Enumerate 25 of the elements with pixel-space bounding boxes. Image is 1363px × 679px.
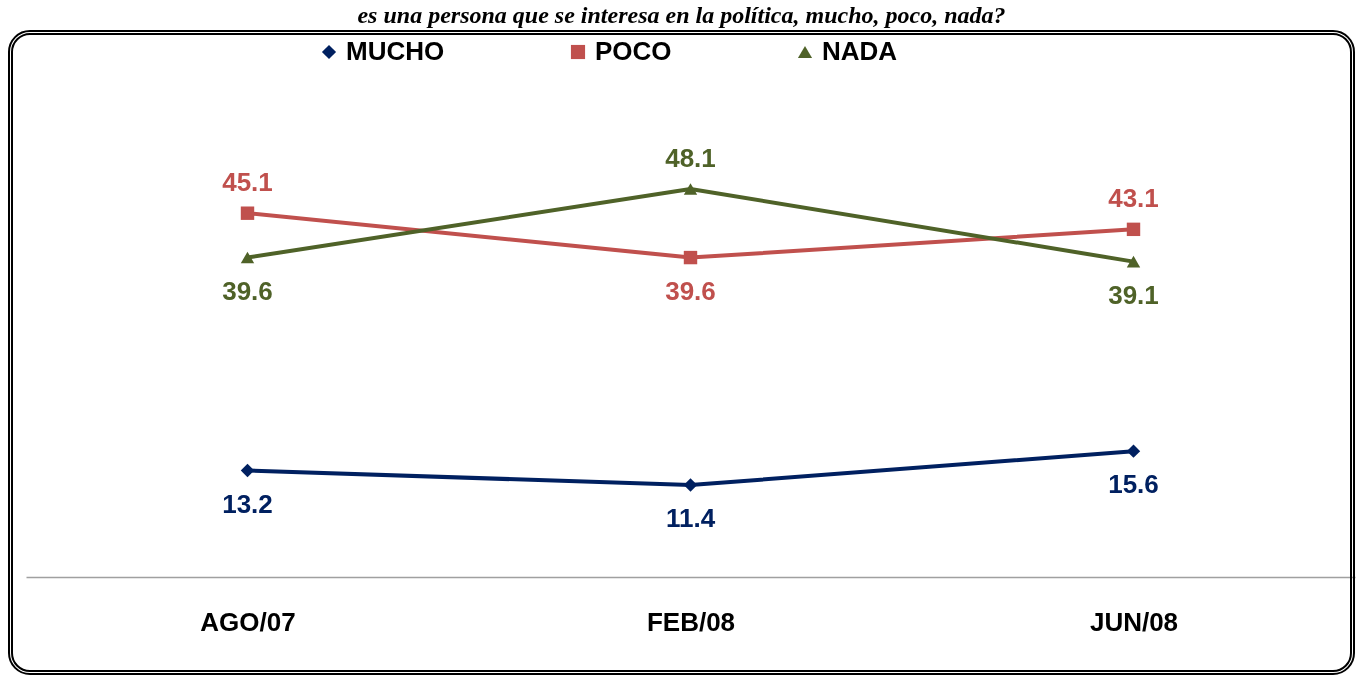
point xyxy=(1126,444,1141,458)
point xyxy=(240,251,255,264)
data-label: 45.1 xyxy=(222,167,273,198)
point xyxy=(1126,222,1141,237)
x-tick-label: FEB/08 xyxy=(646,606,736,637)
x-tick-label: AGO/07 xyxy=(200,606,296,637)
chart-title: es una persona que se interesa en la política, mucho, poco, nada? xyxy=(356,2,1007,28)
legend-label: POCO xyxy=(595,36,672,66)
data-label: 15.6 xyxy=(1108,469,1159,500)
legend-label: NADA xyxy=(822,36,898,66)
point xyxy=(240,206,255,220)
point xyxy=(1126,255,1141,268)
data-label: 48.1 xyxy=(665,143,716,173)
data-label: 39.6 xyxy=(665,275,716,306)
point xyxy=(683,183,698,195)
legend-label: MUCHO xyxy=(346,36,445,66)
data-label: 13.2 xyxy=(222,488,273,519)
data-label: 39.1 xyxy=(1108,279,1159,310)
point xyxy=(240,463,255,478)
data-label: 43.1 xyxy=(1108,183,1159,214)
data-label: 39.6 xyxy=(222,275,273,306)
x-tick-label: JUN/08 xyxy=(1089,606,1179,637)
point xyxy=(683,478,698,492)
point xyxy=(683,250,698,265)
data-label: 11.4 xyxy=(665,503,716,534)
